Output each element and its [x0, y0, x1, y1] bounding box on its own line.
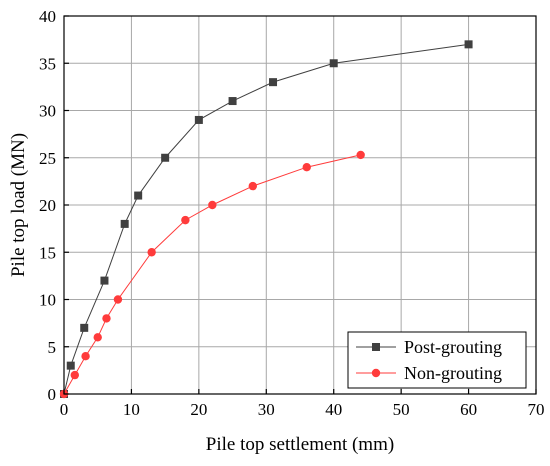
- data-point: [102, 314, 111, 323]
- legend: Post-grouting Non-grouting: [347, 331, 527, 389]
- series-line: [63, 154, 361, 395]
- data-point: [302, 163, 311, 172]
- legend-item: Non-grouting: [356, 363, 502, 383]
- data-point: [113, 295, 123, 304]
- data-point: [248, 181, 257, 191]
- y-tick-label: 30: [39, 102, 56, 121]
- data-point: [147, 248, 156, 257]
- x-tick-label: 20: [190, 400, 207, 419]
- y-tick-label: 10: [39, 291, 56, 310]
- legend-marker: [371, 368, 381, 378]
- x-tick-label: 40: [325, 400, 342, 419]
- x-tick-label: 30: [258, 400, 275, 419]
- y-tick-label: 0: [48, 385, 57, 404]
- y-axis-title: Pile top load (MN): [8, 133, 29, 277]
- legend-item: Post-grouting: [356, 337, 502, 357]
- x-tick-label: 50: [393, 400, 410, 419]
- data-point: [194, 115, 203, 124]
- series-post-grouting: [60, 40, 473, 398]
- y-tick-label: 35: [39, 54, 56, 73]
- data-point: [66, 361, 75, 370]
- legend-label: Post-grouting: [404, 337, 502, 357]
- data-point: [181, 215, 190, 225]
- y-tick-label: 25: [39, 149, 56, 168]
- data-point: [81, 352, 90, 361]
- x-tick-label: 60: [460, 400, 477, 419]
- y-tick-label: 20: [39, 196, 56, 215]
- legend-items: Post-grouting Non-grouting: [356, 337, 502, 383]
- data-point: [269, 78, 278, 87]
- data-point: [93, 333, 102, 342]
- grid: [64, 16, 536, 394]
- y-tick-label: 40: [39, 7, 56, 26]
- y-tick-label: 5: [48, 338, 57, 357]
- series-non-grouting: [59, 150, 365, 399]
- legend-box: [347, 331, 527, 389]
- series-layer: [59, 40, 473, 399]
- x-tick-label: 10: [123, 400, 140, 419]
- data-point: [100, 276, 109, 285]
- data-point: [464, 40, 473, 49]
- data-point: [120, 219, 129, 228]
- data-point: [329, 59, 338, 68]
- data-point: [208, 200, 217, 210]
- y-tick-label: 15: [39, 243, 56, 262]
- legend-marker: [372, 343, 380, 351]
- data-point: [80, 323, 89, 332]
- ticks: 0 10 20 30 40 50 60 70 0 5 10 15 20 25 30 35 40: [39, 7, 545, 419]
- x-axis-title: Pile top settlement (mm): [206, 434, 394, 455]
- x-tick-label: 70: [528, 400, 545, 419]
- data-point: [70, 370, 79, 380]
- data-point: [134, 191, 143, 200]
- data-point: [356, 150, 365, 160]
- x-tick-label: 0: [60, 400, 69, 419]
- series-line: [63, 43, 469, 395]
- legend-label: Non-grouting: [404, 363, 502, 383]
- data-point: [161, 153, 170, 162]
- data-point: [228, 97, 237, 106]
